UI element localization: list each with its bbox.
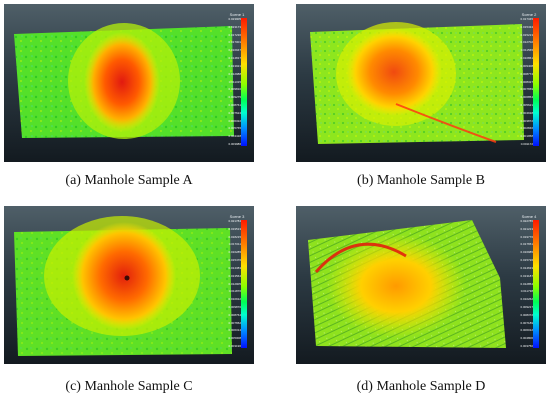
tick: 0.008761 [228,102,241,107]
tick: 0.021213 [520,226,533,231]
tick: 0.006322 [228,118,241,123]
point-cloud-heatmap [14,216,232,356]
tick: 0.017011 [228,242,241,247]
color-scale: Scene 2 0.017345 0.015434 0.015213 0.012… [518,12,540,152]
tick: 0.017236 [228,32,241,37]
tick: 0.003196 [228,344,241,348]
color-scale: Scene 4 0.022785 0.021213 0.019776 0.017… [518,214,540,354]
tick: 0.012854 [520,281,533,286]
tick: 0.019776 [520,234,533,239]
panel-sample-d: Scene 4 0.022785 0.021213 0.019776 0.017… [296,206,546,364]
tick: 0.011315 [228,79,241,84]
tick: 0.004918 [520,110,533,115]
tick: 0.014633 [520,265,533,270]
tick: 0.013564 [228,273,241,278]
tick: 0.007652 [228,320,241,325]
tick: 0.015476 [228,258,241,263]
tick: 0.023173 [228,24,241,29]
scale-title: Scene 2 [521,12,537,17]
tick: 0.016285 [228,250,241,255]
tick: 0.019513 [228,226,241,231]
tick: 0.011565 [520,48,533,53]
caption-sample-c: (c) Manhole Sample C [65,379,193,394]
tick: 0.006854 [520,95,533,100]
tick: 0.001958 [520,134,533,139]
scale-gradient-bar [533,220,539,348]
scale-gradient-bar [241,220,247,348]
tick: 0.017345 [520,17,533,21]
tick: 0.003986 [228,142,241,146]
scale-ticks: 0.022785 0.021213 0.019776 0.017651 0.01… [518,220,533,348]
scale-gradient-bar [241,18,247,146]
tick: 0.013187 [520,273,533,278]
tick: 0.010262 [520,297,533,302]
tick: 0.008774 [520,71,533,76]
tick: 0.017651 [520,242,533,247]
tick: 0.023905 [228,17,241,21]
scale-gradient-bar [533,18,539,146]
tick: 0.001172 [520,142,533,146]
color-scale: Scene 3 0.021784 0.019513 0.018215 0.017… [226,214,248,354]
panel-sample-b: Scene 2 0.017345 0.015434 0.015213 0.012… [296,4,546,162]
tick: 0.014383 [228,265,241,270]
tick: 0.012988 [228,71,241,76]
caption-sample-b: (b) Manhole Sample B [357,173,485,188]
tick: 0.007659 [520,87,533,92]
tick: 0.009408 [520,63,533,68]
tick: 0.022785 [520,219,533,223]
tick: 0.015726 [520,258,533,263]
tick: 0.007189 [520,320,533,325]
scale-ticks: 0.023905 0.023173 0.017236 0.017001 0.01… [226,18,241,146]
scale-ticks: 0.017345 0.015434 0.015213 0.012702 0.01… [518,18,533,146]
tick: 0.011876 [228,289,241,294]
tick: 0.009870 [228,304,241,309]
tick: 0.009217 [520,304,533,309]
tick: 0.003750 [520,344,533,348]
scale-title: Scene 1 [229,12,245,17]
tick: 0.012702 [520,40,533,45]
tick: 0.005765 [228,126,241,131]
color-scale: Scene 1 0.023905 0.023173 0.017236 0.017… [226,12,248,152]
tick: 0.015434 [520,24,533,29]
tick: 0.008372 [520,312,533,317]
tick: 0.017001 [228,40,241,45]
panel-sample-a: Scene 1 0.023905 0.023173 0.017236 0.017… [4,4,254,162]
tick: 0.016947 [228,48,241,53]
point-cloud-heatmap [308,220,506,348]
tick: 0.014817 [228,56,241,61]
tick: 0.002846 [520,126,533,131]
tick: 0.011738 [520,289,533,294]
tick: 0.006314 [228,328,241,333]
tick: 0.006012 [520,328,533,333]
tick: 0.010861 [520,56,533,61]
panel-sample-c: Scene 3 0.021784 0.019513 0.018215 0.017… [4,206,254,364]
scale-ticks: 0.021784 0.019513 0.018215 0.017011 0.01… [226,220,241,348]
tick: 0.009275 [228,95,241,100]
point-cloud-heatmap [14,23,234,139]
tick: 0.003872 [520,118,533,123]
tick: 0.021784 [228,219,241,223]
tick: 0.004806 [520,336,533,341]
scale-title: Scene 3 [229,214,245,219]
tick: 0.005008 [228,336,241,341]
caption-sample-a: (a) Manhole Sample A [65,173,193,188]
scale-title: Scene 4 [521,214,537,219]
tick: 0.009810 [228,87,241,92]
tick: 0.013921 [228,63,241,68]
tick: 0.008764 [228,312,241,317]
tick: 0.005621 [520,102,533,107]
tick: 0.018215 [228,234,241,239]
caption-sample-d: (d) Manhole Sample D [356,379,486,394]
tick: 0.010912 [228,297,241,302]
point-cloud-heatmap [310,22,524,144]
tick: 0.016985 [520,250,533,255]
tick: 0.008327 [520,79,533,84]
tick: 0.015213 [520,32,533,37]
tick: 0.004418 [228,134,241,139]
tick: 0.007624 [228,110,241,115]
tick: 0.012905 [228,281,241,286]
